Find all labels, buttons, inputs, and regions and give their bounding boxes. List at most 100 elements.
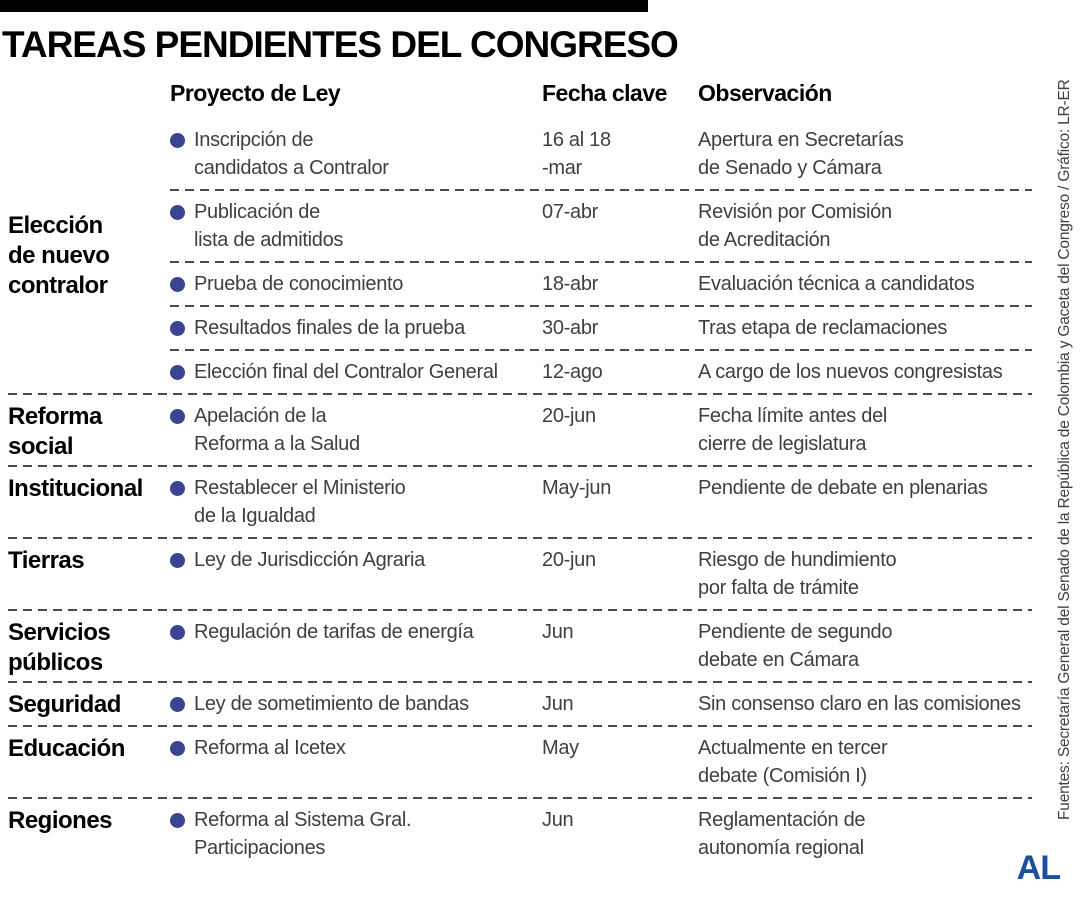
observation-line: de Acreditación <box>698 229 831 251</box>
observation-line: Apertura en Secretarías <box>698 129 904 151</box>
bullet-icon <box>170 321 185 336</box>
date-line: 12-ago <box>542 361 603 383</box>
table-row: Ley de Jurisdicción Agraria 20-jun Riesgo … <box>170 539 1032 609</box>
project-line: Ley de Jurisdicción Agraria <box>194 549 425 571</box>
table-row: Prueba de conocimiento 18-abr Evaluación t… <box>170 263 1032 305</box>
group-items: Apelación de la Reforma a la Salud 20-jun F… <box>170 395 1032 465</box>
date-cell: 16 al 18 -mar <box>542 126 698 182</box>
table-body: Elección de nuevo contralor Inscripción de c… <box>8 119 1032 869</box>
date-line: Jun <box>542 621 574 643</box>
category-group-inner: Reforma social Apelación de la Reforma a la… <box>8 395 1032 465</box>
observation-cell: Revisión por Comisión de Acreditación <box>698 198 1032 254</box>
observation-cell: Sin consenso claro en las comisiones <box>698 690 1032 718</box>
project-cell: Ley de Jurisdicción Agraria <box>170 546 542 574</box>
project-line: Resultados finales de la prueba <box>194 317 465 339</box>
table-row: Regulación de tarifas de energía Jun Pendi… <box>170 611 1032 681</box>
category-label-line: Tierras <box>8 547 85 574</box>
category-label-line: Servicios <box>8 619 111 646</box>
group-separator <box>8 393 1032 395</box>
project-line: Elección final del Contralor General <box>194 361 498 383</box>
observation-cell: Fecha límite antes del cierre de legislat… <box>698 402 1032 458</box>
date-cell: May <box>542 734 698 762</box>
project-text: Regulación de tarifas de energía <box>194 618 474 646</box>
group-separator <box>8 725 1032 727</box>
project-text: Resultados finales de la prueba <box>194 314 465 342</box>
date-cell: Jun <box>542 690 698 718</box>
observation-line: debate (Comisión I) <box>698 765 867 787</box>
category-label-line: de nuevo <box>8 242 110 269</box>
table-row: Reforma al Icetex May Actualmente en terce… <box>170 727 1032 797</box>
top-accent-bar <box>0 0 648 12</box>
category-group: Reforma social Apelación de la Reforma a la… <box>8 395 1032 465</box>
group-items: Ley de sometimiento de bandas Jun Sin cons… <box>170 683 1032 725</box>
group-separator <box>8 609 1032 611</box>
project-text: Restablecer el Ministerio de la Igualdad <box>194 474 406 530</box>
observation-line: de Senado y Cámara <box>698 157 882 179</box>
column-header-project: Proyecto de Ley <box>170 80 341 106</box>
category-group-inner: Educación Reforma al Icetex May Actualmente… <box>8 727 1032 797</box>
category-label-line: Reforma <box>8 403 102 430</box>
observation-cell: A cargo de los nuevos congresistas <box>698 358 1032 386</box>
category-group-inner: Regiones Reforma al Sistema Gral. Particip… <box>8 799 1032 869</box>
row-separator <box>170 349 1032 351</box>
project-line: Ley de sometimiento de bandas <box>194 693 469 715</box>
project-cell: Publicación de lista de admitidos <box>170 198 542 254</box>
project-line: Reforma al Icetex <box>194 737 346 759</box>
observation-line: debate en Cámara <box>698 649 859 671</box>
date-line: 20-jun <box>542 549 596 571</box>
bullet-icon <box>170 741 185 756</box>
category-group: Servicios públicos Regulación de tarifas d… <box>8 611 1032 681</box>
project-cell: Reforma al Icetex <box>170 734 542 762</box>
project-cell: Apelación de la Reforma a la Salud <box>170 402 542 458</box>
observation-line: autonomía regional <box>698 837 864 859</box>
category-group: Seguridad Ley de sometimiento de bandas Ju… <box>8 683 1032 725</box>
row-separator <box>170 305 1032 307</box>
category-label-line: Seguridad <box>8 691 121 718</box>
group-separator <box>8 465 1032 467</box>
column-header-category-spacer <box>8 80 170 107</box>
category-group: Educación Reforma al Icetex May Actualmente… <box>8 727 1032 797</box>
observation-line: cierre de legislatura <box>698 433 867 455</box>
project-text: Inscripción de candidatos a Contralor <box>194 126 389 182</box>
date-cell: Jun <box>542 618 698 646</box>
bullet-icon <box>170 133 185 148</box>
group-items: Reforma al Sistema Gral. Participaciones J… <box>170 799 1032 869</box>
date-cell: 18-abr <box>542 270 698 298</box>
category-label-line: Regiones <box>8 807 113 834</box>
category-group: Institucional Restablecer el Ministerio de… <box>8 467 1032 537</box>
date-cell: 30-abr <box>542 314 698 342</box>
project-text: Prueba de conocimiento <box>194 270 403 298</box>
category-label: Seguridad <box>8 683 170 725</box>
category-group: Tierras Ley de Jurisdicción Agraria 20-jun… <box>8 539 1032 609</box>
group-items: Restablecer el Ministerio de la Igualdad M… <box>170 467 1032 537</box>
project-cell: Ley de sometimiento de bandas <box>170 690 542 718</box>
project-text: Elección final del Contralor General <box>194 358 498 386</box>
bullet-icon <box>170 481 185 496</box>
bullet-icon <box>170 553 185 568</box>
category-group-inner: Seguridad Ley de sometimiento de bandas Ju… <box>8 683 1032 725</box>
row-separator <box>170 189 1032 191</box>
date-cell: 12-ago <box>542 358 698 386</box>
group-separator <box>8 797 1032 799</box>
page-title: TAREAS PENDIENTES DEL CONGRESO <box>2 24 679 65</box>
project-line: Prueba de conocimiento <box>194 273 404 295</box>
date-cell: 20-jun <box>542 402 698 430</box>
observation-cell: Evaluación técnica a candidatos <box>698 270 1032 298</box>
date-line: 16 al 18 <box>542 129 611 151</box>
column-header-observation: Observación <box>698 80 832 106</box>
observation-line: Sin consenso claro en las comisiones <box>698 693 1021 715</box>
observation-line: Revisión por Comisión <box>698 201 892 223</box>
category-group-inner: Tierras Ley de Jurisdicción Agraria 20-jun… <box>8 539 1032 609</box>
observation-cell: Reglamentación de autonomía regional <box>698 806 1032 862</box>
project-text: Ley de sometimiento de bandas <box>194 690 469 718</box>
date-line: 07-abr <box>542 201 599 223</box>
project-cell: Regulación de tarifas de energía <box>170 618 542 646</box>
table-row: Apelación de la Reforma a la Salud 20-jun F… <box>170 395 1032 465</box>
project-line: Regulación de tarifas de energía <box>194 621 474 643</box>
bullet-icon <box>170 697 185 712</box>
table-row: Reforma al Sistema Gral. Participaciones J… <box>170 799 1032 869</box>
column-header-date: Fecha clave <box>542 80 667 106</box>
date-line: Jun <box>542 809 574 831</box>
project-line: Participaciones <box>194 837 326 859</box>
